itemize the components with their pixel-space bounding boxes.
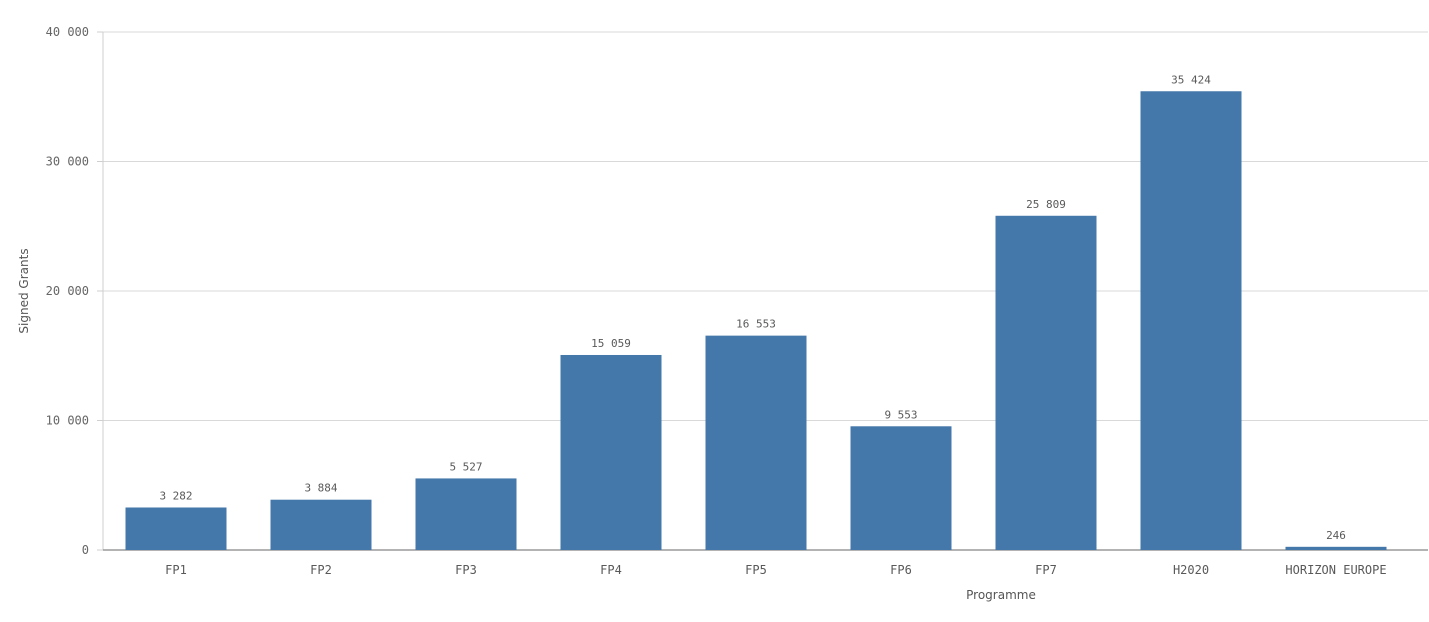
x-tick-label: FP4 [600,563,622,577]
bar-horizon-europe[interactable] [1285,546,1387,550]
bar-fp6[interactable] [850,426,952,550]
data-label: 3 282 [159,489,192,502]
data-label: 16 553 [736,318,776,331]
x-tick-label: HORIZON EUROPE [1285,563,1386,577]
x-tick-label: FP6 [890,563,912,577]
y-tick-labels: 0 10 000 20 000 30 000 40 000 [46,25,89,557]
bar-fp7[interactable] [995,215,1097,551]
data-labels: 3 282 3 884 5 527 15 059 16 553 9 553 25 809 35… [159,73,1346,542]
data-label: 246 [1326,529,1346,542]
y-tick-label: 30 000 [46,155,89,169]
y-axis-title: Signed Grants [17,248,31,333]
x-tick-label: FP3 [455,563,477,577]
y-tick-label: 10 000 [46,414,89,428]
bars [125,91,1387,551]
y-tick-label: 0 [82,543,89,557]
x-axis-title: Programme [966,588,1036,602]
bar-h2020[interactable] [1140,91,1242,550]
x-tick-label: FP2 [310,563,332,577]
bar-fp3[interactable] [415,478,517,550]
bar-fp4[interactable] [560,354,662,550]
y-tick-label: 20 000 [46,284,89,298]
bar-fp1[interactable] [125,507,227,550]
bar-fp2[interactable] [270,499,372,550]
bar-fp5[interactable] [705,335,807,550]
x-tick-label: FP7 [1035,563,1057,577]
x-tick-label: FP1 [165,563,187,577]
x-tick-labels: FP1 FP2 FP3 FP4 FP5 FP6 FP7 H2020 HORIZON EUROPE [165,563,1386,577]
y-tick-label: 40 000 [46,25,89,39]
x-tick-label: H2020 [1173,563,1209,577]
data-label: 35 424 [1171,73,1211,86]
data-label: 9 553 [884,408,917,421]
x-tick-label: FP5 [745,563,767,577]
data-label: 25 809 [1026,198,1066,211]
data-label: 5 527 [449,460,482,473]
data-label: 15 059 [591,337,631,350]
data-label: 3 884 [304,482,337,495]
